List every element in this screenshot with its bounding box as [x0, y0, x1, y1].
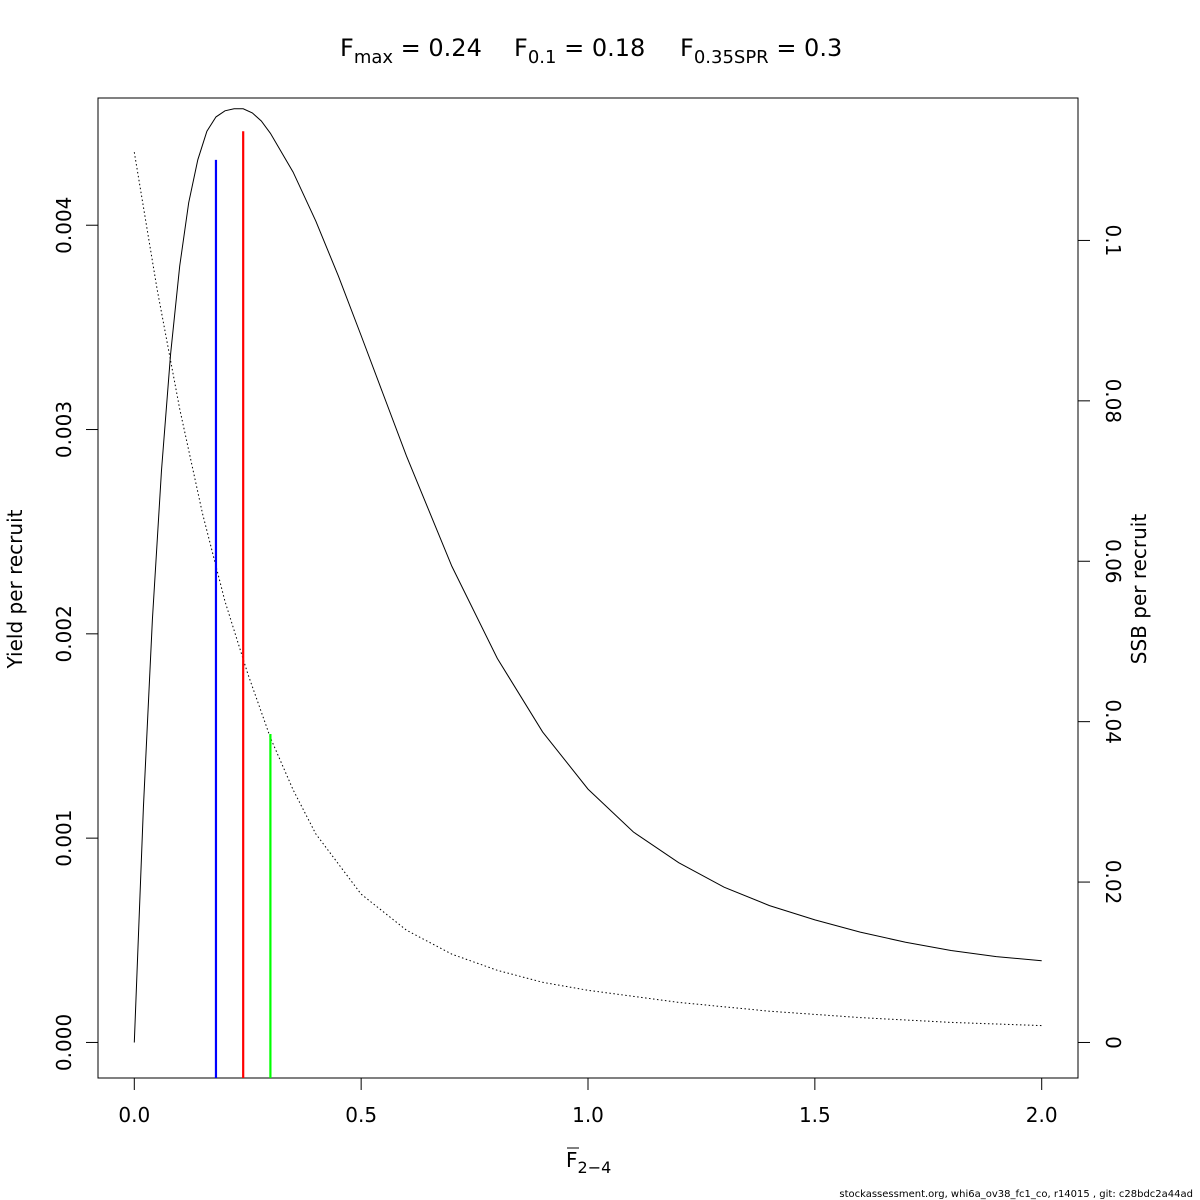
y-right-tick-label: 0.06	[1101, 539, 1125, 584]
x-axis: 0.0 0.5 1.0 1.5 2.0	[118, 1077, 1058, 1127]
y-right-tick-label: 0	[1101, 1036, 1125, 1049]
footer-text: stockassessment.org, whi6a_ov38_fc1_co, …	[839, 1189, 1193, 1200]
y-left-axis: 0.000 0.001 0.002 0.003 0.004	[52, 197, 98, 1071]
y-right-axis: 0 0.02 0.04 0.06 0.08 0.1	[1078, 225, 1125, 1049]
y-right-axis-title: SSB per recruit	[1127, 514, 1151, 665]
y-right-tick-label: 0.08	[1101, 379, 1125, 424]
y-right-tick-label: 0.02	[1101, 860, 1125, 905]
x-tick-label: 1.5	[799, 1103, 831, 1127]
y-left-tick-label: 0.000	[52, 1014, 76, 1071]
title-f035spr: F0.35SPR = 0.3	[680, 34, 842, 68]
title-f01: F0.1 = 0.18	[514, 34, 645, 68]
ssbpr-line	[133, 152, 1042, 1027]
y-left-axis-title: Yield per recruit	[3, 509, 27, 669]
x-axis-title: F2−4	[566, 1148, 611, 1177]
y-left-tick-label: 0.003	[52, 401, 76, 458]
series-layer	[133, 108, 1042, 1043]
y-left-tick-label: 0.001	[52, 810, 76, 867]
y-left-tick-label: 0.002	[52, 605, 76, 662]
ypr-line	[133, 108, 1042, 1043]
x-tick-label: 2.0	[1026, 1103, 1058, 1127]
x-tick-label: 0.0	[118, 1103, 150, 1127]
plot-frame	[97, 97, 1079, 1079]
y-left-tick-label: 0.004	[52, 197, 76, 254]
y-right-tick-label: 0.1	[1101, 225, 1125, 257]
x-tick-label: 0.5	[345, 1103, 377, 1127]
chart-title: Fmax = 0.24 F0.1 = 0.18 F0.35SPR = 0.3	[340, 34, 842, 68]
reference-lines	[214, 131, 272, 1078]
title-fmax: Fmax = 0.24	[340, 34, 482, 68]
y-right-tick-label: 0.04	[1101, 699, 1125, 744]
x-tick-label: 1.0	[572, 1103, 604, 1127]
